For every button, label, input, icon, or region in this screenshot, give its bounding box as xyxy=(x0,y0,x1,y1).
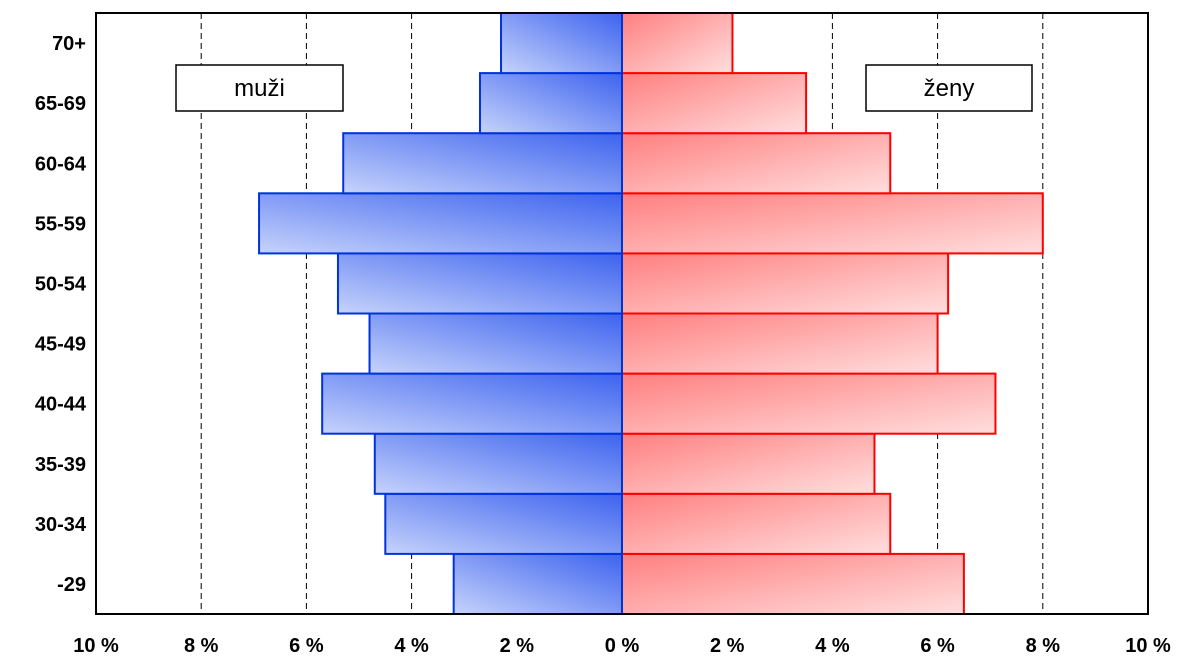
bar-men xyxy=(342,132,623,195)
category-label: 50-54 xyxy=(35,273,87,295)
legend-women: ženy xyxy=(865,64,1033,112)
x-tick-label: 8 % xyxy=(1026,635,1061,657)
x-tick-label: 10 % xyxy=(73,635,119,657)
x-tick-label: 2 % xyxy=(500,635,535,657)
x-tick-label: 4 % xyxy=(815,635,850,657)
x-tick-label: 2 % xyxy=(710,635,745,657)
x-tick-label: 8 % xyxy=(184,635,219,657)
bar-women xyxy=(621,12,734,75)
bar-men xyxy=(336,252,623,315)
category-label: 55-59 xyxy=(35,213,86,235)
bar-women xyxy=(621,372,997,435)
category-label: 45-49 xyxy=(35,334,86,356)
bar-men xyxy=(452,552,623,616)
category-label: 70+ xyxy=(52,33,86,55)
bar-women xyxy=(621,552,965,616)
bar-men xyxy=(500,12,623,75)
legend-label: muži xyxy=(234,75,285,102)
x-tick-label: 4 % xyxy=(394,635,429,657)
bar-women xyxy=(621,72,808,135)
category-label: 30-34 xyxy=(35,514,87,536)
bar-women xyxy=(621,312,939,375)
x-tick-label: 6 % xyxy=(920,635,955,657)
x-tick-label: 10 % xyxy=(1125,635,1171,657)
bar-women xyxy=(621,132,892,195)
bar-men xyxy=(478,72,624,135)
bar-men xyxy=(368,312,623,375)
category-label: 65-69 xyxy=(35,93,86,115)
legend-label: ženy xyxy=(924,75,975,102)
legend: muži ženy xyxy=(175,64,1033,112)
category-label: -29 xyxy=(57,574,86,596)
bar-men xyxy=(321,372,623,435)
legend-box xyxy=(865,64,1033,112)
bar-men xyxy=(373,432,623,495)
category-label: 60-64 xyxy=(35,153,87,175)
bar-women xyxy=(621,192,1044,255)
bar-women xyxy=(621,492,892,555)
bars xyxy=(258,12,1044,616)
x-tick-labels: 10 % 8 % 6 % 4 % 2 % 0 % 2 % 4 % 6 % 8 % 10 % xyxy=(73,635,1171,657)
bar-women xyxy=(621,252,950,315)
x-tick-label: 6 % xyxy=(289,635,324,657)
legend-box xyxy=(175,64,344,112)
bar-men xyxy=(258,192,623,255)
bar-women xyxy=(621,432,876,495)
category-label: 35-39 xyxy=(35,454,86,476)
plot-area-frame xyxy=(95,12,1149,615)
x-tick-label: 0 % xyxy=(605,635,640,657)
category-labels: -29 30-34 35-39 40-44 45-49 50-54 55-59 60-64 65… xyxy=(35,33,87,596)
category-label: 40-44 xyxy=(35,394,87,416)
bar-men xyxy=(384,492,623,555)
legend-men: muži xyxy=(175,64,344,112)
